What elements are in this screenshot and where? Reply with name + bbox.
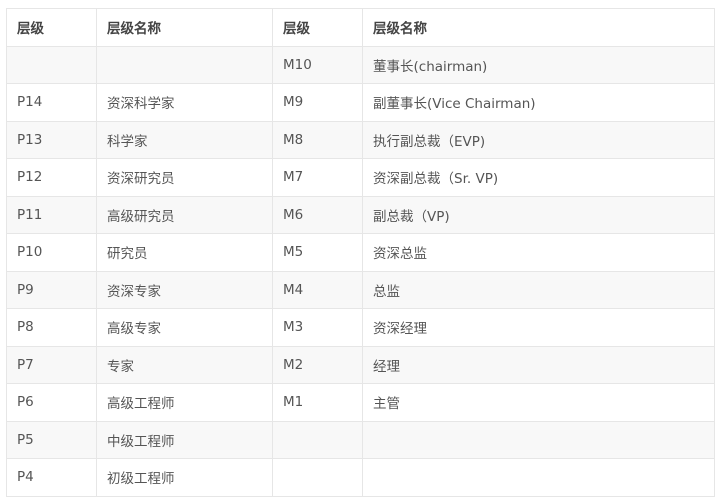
p-level-cell: P12 — [6, 158, 97, 197]
table-row: P10 研究员 M5 资深总监 — [6, 233, 715, 272]
m-level-cell — [272, 458, 363, 497]
m-name-cell: 执行副总裁（EVP) — [362, 120, 715, 159]
m-level-cell: M3 — [272, 308, 363, 347]
p-level-cell: P8 — [6, 308, 97, 347]
p-name-cell: 高级研究员 — [96, 195, 273, 234]
header-m-name: 层级名称 — [362, 8, 715, 47]
header-p-name: 层级名称 — [96, 8, 273, 47]
m-level-cell — [272, 420, 363, 459]
p-name-cell: 资深科学家 — [96, 83, 273, 122]
p-level-cell: P9 — [6, 270, 97, 309]
m-name-cell: 资深副总裁（Sr. VP) — [362, 158, 715, 197]
m-name-cell: 董事长(chairman) — [362, 45, 715, 84]
table-row: P7 专家 M2 经理 — [6, 345, 715, 384]
table-row: P14 资深科学家 M9 副董事长(Vice Chairman) — [6, 83, 715, 122]
table-row: P13 科学家 M8 执行副总裁（EVP) — [6, 120, 715, 159]
table-row: P11 高级研究员 M6 副总裁（VP) — [6, 195, 715, 234]
p-name-cell: 研究员 — [96, 233, 273, 272]
table-row: M10 董事长(chairman) — [6, 45, 715, 84]
table-row: P9 资深专家 M4 总监 — [6, 270, 715, 309]
p-level-cell: P5 — [6, 420, 97, 459]
p-level-cell: P10 — [6, 233, 97, 272]
header-m-level: 层级 — [272, 8, 363, 47]
p-level-cell: P13 — [6, 120, 97, 159]
header-p-level: 层级 — [6, 8, 97, 47]
m-name-cell: 主管 — [362, 383, 715, 422]
table-row: P8 高级专家 M3 资深经理 — [6, 308, 715, 347]
p-name-cell: 资深研究员 — [96, 158, 273, 197]
header-row: 层级 层级名称 层级 层级名称 — [6, 8, 715, 47]
p-level-cell: P11 — [6, 195, 97, 234]
m-level-cell: M9 — [272, 83, 363, 122]
p-level-cell: P6 — [6, 383, 97, 422]
p-name-cell — [96, 45, 273, 84]
table-row: P5 中级工程师 — [6, 420, 715, 459]
m-level-cell: M10 — [272, 45, 363, 84]
m-name-cell: 副董事长(Vice Chairman) — [362, 83, 715, 122]
p-name-cell: 高级工程师 — [96, 383, 273, 422]
m-level-cell: M7 — [272, 158, 363, 197]
p-name-cell: 资深专家 — [96, 270, 273, 309]
m-name-cell: 副总裁（VP) — [362, 195, 715, 234]
p-level-cell: P4 — [6, 458, 97, 497]
p-level-cell: P14 — [6, 83, 97, 122]
p-level-cell: P7 — [6, 345, 97, 384]
table-row: P4 初级工程师 — [6, 458, 715, 497]
level-table: 层级 层级名称 层级 层级名称 M10 董事长(chairman) P14 资深科学家… — [6, 8, 715, 497]
m-level-cell: M2 — [272, 345, 363, 384]
m-level-cell: M1 — [272, 383, 363, 422]
m-level-cell: M5 — [272, 233, 363, 272]
m-level-cell: M8 — [272, 120, 363, 159]
p-level-cell — [6, 45, 97, 84]
p-name-cell: 初级工程师 — [96, 458, 273, 497]
p-name-cell: 科学家 — [96, 120, 273, 159]
m-name-cell: 资深经理 — [362, 308, 715, 347]
m-name-cell — [362, 458, 715, 497]
m-level-cell: M4 — [272, 270, 363, 309]
p-name-cell: 高级专家 — [96, 308, 273, 347]
m-name-cell: 经理 — [362, 345, 715, 384]
table-row: P12 资深研究员 M7 资深副总裁（Sr. VP) — [6, 158, 715, 197]
m-name-cell: 资深总监 — [362, 233, 715, 272]
table-row: P6 高级工程师 M1 主管 — [6, 383, 715, 422]
p-name-cell: 中级工程师 — [96, 420, 273, 459]
m-name-cell: 总监 — [362, 270, 715, 309]
p-name-cell: 专家 — [96, 345, 273, 384]
m-level-cell: M6 — [272, 195, 363, 234]
m-name-cell — [362, 420, 715, 459]
